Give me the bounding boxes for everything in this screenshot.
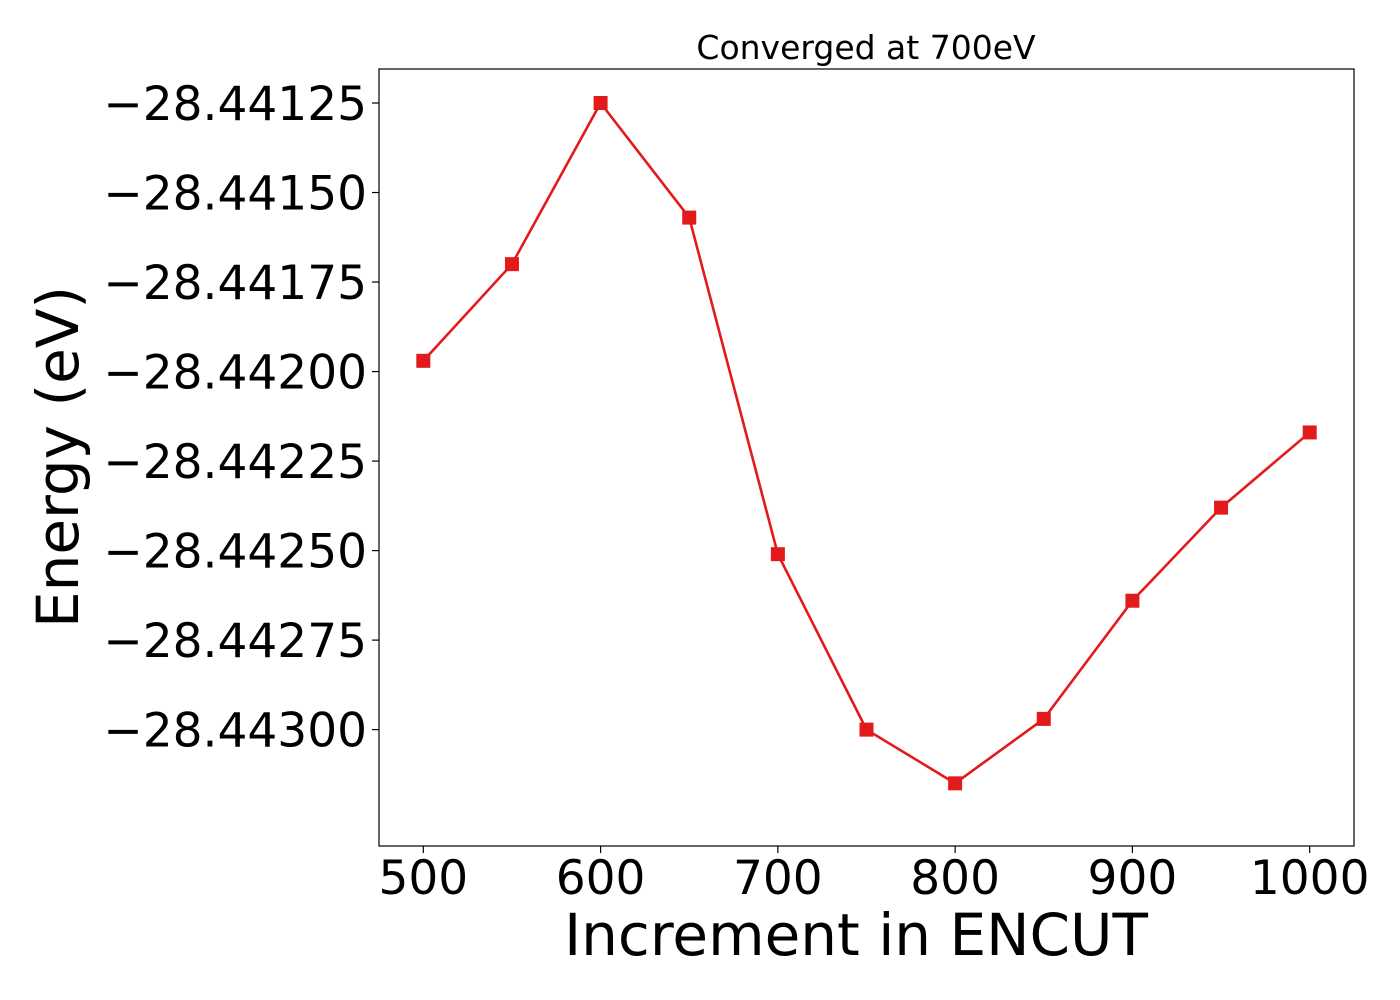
data-point-marker: [1036, 711, 1051, 726]
data-point-marker: [1125, 593, 1140, 608]
data-point-marker: [1214, 500, 1229, 515]
data-point-marker: [416, 353, 431, 368]
x-tick-label: 800: [910, 851, 1000, 906]
data-point-marker: [859, 722, 874, 737]
x-tick-label: 600: [556, 851, 646, 906]
x-tick-label: 700: [733, 851, 823, 906]
plot-frame: [378, 68, 1355, 847]
series-layer: [416, 96, 1317, 791]
data-point-marker: [593, 96, 608, 111]
data-point-marker: [948, 776, 963, 791]
y-tick-label: −28.44150: [103, 167, 367, 222]
y-tick-label: −28.44250: [103, 525, 367, 580]
y-tick-label: −28.44200: [103, 346, 367, 401]
x-tick-label: 500: [378, 851, 468, 906]
y-tick-label: −28.44125: [103, 77, 367, 132]
y-axis-label: Energy (eV): [24, 286, 92, 628]
x-axis-ticks: 500 600 700 800 900 1000: [378, 846, 1369, 906]
y-axis-ticks: −28.44125 −28.44150 −28.44175 −28.44200 −28.…: [103, 77, 379, 759]
y-tick-label: −28.44225: [103, 435, 367, 490]
y-tick-label: −28.44275: [103, 614, 367, 669]
data-point-marker: [504, 257, 519, 272]
plot-axes: 500 600 700 800 900 1000 −28.44125−28.44150−2…: [103, 68, 1369, 906]
y-tick-label: −28.44175: [103, 256, 367, 311]
data-point-marker: [1302, 425, 1317, 440]
x-axis-label: Increment in ENCUT: [564, 901, 1148, 969]
chart-title: Converged at 700eV: [696, 28, 1036, 67]
x-tick-label: 1000: [1250, 851, 1370, 906]
data-point-marker: [770, 547, 785, 562]
series-line: [422, 101, 1311, 785]
data-point-marker: [682, 210, 697, 225]
x-tick-label: 900: [1088, 851, 1178, 906]
y-tick-label: −28.44300: [103, 704, 367, 759]
